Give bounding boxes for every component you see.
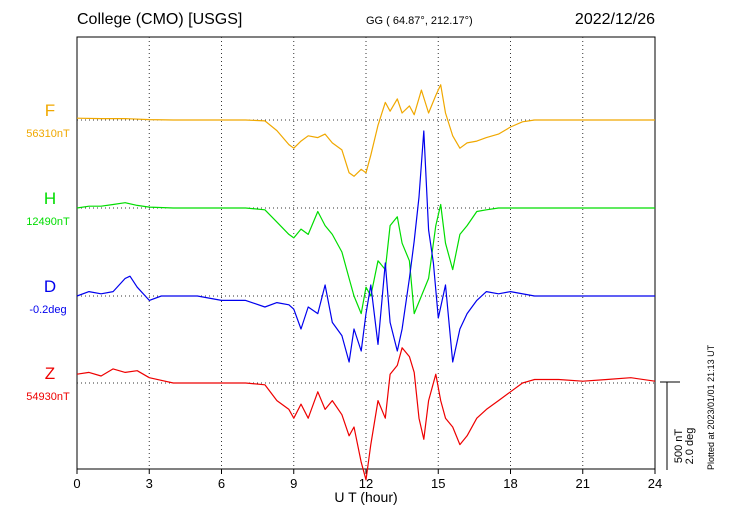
scale-deg-label: 2.0 deg <box>684 428 696 465</box>
x-tick-label: 9 <box>290 476 297 491</box>
channel-baseline-d: -0.2deg <box>29 304 66 316</box>
station-title: College (CMO) [USGS] <box>77 11 242 28</box>
plotted-at-note: Plotted at 2023/01/01 21:13 UT <box>706 344 716 470</box>
trace-z <box>76 347 656 481</box>
x-tick-label: 3 <box>146 476 153 491</box>
x-tick-label: 0 <box>73 476 80 491</box>
channel-baseline-z: 54930nT <box>26 391 70 403</box>
x-tick-label: 6 <box>218 476 225 491</box>
grid-lines <box>77 37 655 469</box>
channel-label-f: F <box>45 101 55 120</box>
channel-baseline-h: 12490nT <box>26 216 70 228</box>
traces <box>76 84 656 481</box>
channel-label-z: Z <box>45 364 55 383</box>
scale-bar: 500 nT 2.0 deg <box>660 381 696 470</box>
x-tick-label: 24 <box>648 476 662 491</box>
x-axis-ticks: 0 3 6 9 12 15 18 21 24 <box>73 469 662 491</box>
x-tick-label: 18 <box>503 476 517 491</box>
x-tick-label: 12 <box>359 476 373 491</box>
x-tick-label: 15 <box>431 476 445 491</box>
trace-d <box>76 130 655 363</box>
channel-labels: F 56310nT H 12490nT D -0.2deg Z 54930nT <box>26 101 70 403</box>
x-axis-label: U T (hour) <box>334 489 397 505</box>
channel-baseline-f: 56310nT <box>26 128 70 140</box>
coordinates-label: GG ( 64.87°, 212.17°) <box>366 15 473 27</box>
channel-label-d: D <box>44 277 56 296</box>
date-label: 2022/12/26 <box>575 11 655 28</box>
x-tick-label: 21 <box>576 476 590 491</box>
channel-label-h: H <box>44 189 56 208</box>
scale-nt-label: 500 nT <box>673 429 685 464</box>
trace-h <box>76 202 655 315</box>
trace-f <box>76 84 655 177</box>
